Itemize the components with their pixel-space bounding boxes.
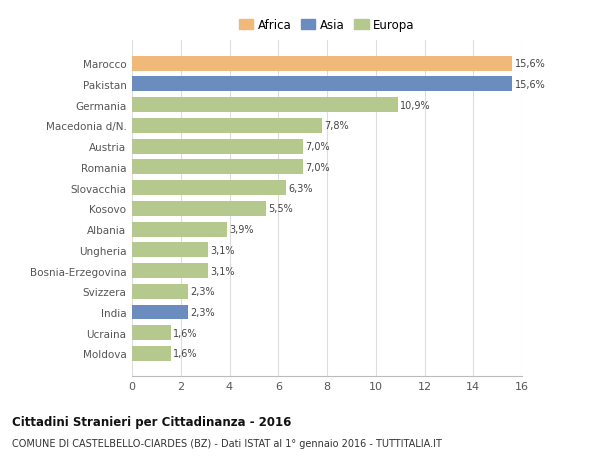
Text: 3,1%: 3,1% <box>210 245 235 255</box>
Text: 15,6%: 15,6% <box>515 80 545 90</box>
Bar <box>132 56 512 72</box>
Bar <box>132 325 171 341</box>
Bar <box>132 77 512 92</box>
Bar <box>132 284 188 299</box>
Bar <box>132 346 171 361</box>
Text: 6,3%: 6,3% <box>288 183 313 193</box>
Bar <box>132 98 398 113</box>
Bar <box>132 222 227 237</box>
Bar <box>132 243 208 257</box>
Text: 2,3%: 2,3% <box>191 286 215 297</box>
Bar <box>132 181 286 196</box>
Text: 1,6%: 1,6% <box>173 349 198 358</box>
Bar <box>132 140 302 154</box>
Bar <box>132 305 188 320</box>
Legend: Africa, Asia, Europa: Africa, Asia, Europa <box>239 19 415 32</box>
Bar <box>132 118 322 134</box>
Text: 2,3%: 2,3% <box>191 308 215 317</box>
Text: COMUNE DI CASTELBELLO-CIARDES (BZ) - Dati ISTAT al 1° gennaio 2016 - TUTTITALIA.: COMUNE DI CASTELBELLO-CIARDES (BZ) - Dat… <box>12 438 442 448</box>
Bar <box>132 263 208 278</box>
Text: 15,6%: 15,6% <box>515 59 545 69</box>
Text: 3,1%: 3,1% <box>210 266 235 276</box>
Text: 5,5%: 5,5% <box>269 204 293 214</box>
Bar <box>132 202 266 216</box>
Text: 7,8%: 7,8% <box>325 121 349 131</box>
Text: Cittadini Stranieri per Cittadinanza - 2016: Cittadini Stranieri per Cittadinanza - 2… <box>12 415 292 428</box>
Text: 1,6%: 1,6% <box>173 328 198 338</box>
Text: 7,0%: 7,0% <box>305 142 329 152</box>
Text: 7,0%: 7,0% <box>305 162 329 173</box>
Text: 10,9%: 10,9% <box>400 101 431 110</box>
Text: 3,9%: 3,9% <box>229 224 254 235</box>
Bar <box>132 160 302 175</box>
